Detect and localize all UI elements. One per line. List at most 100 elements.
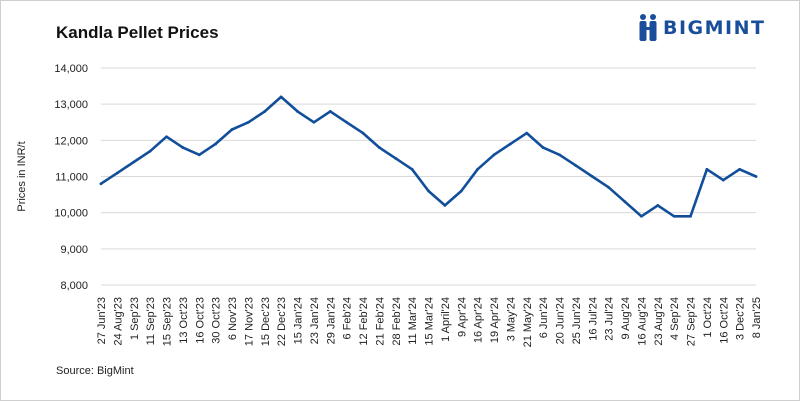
data-point — [705, 167, 709, 171]
data-point — [476, 167, 480, 171]
y-tick-label: 14,000 — [54, 63, 88, 75]
data-point — [623, 200, 627, 204]
x-tick-label: 28 Feb'24 — [391, 297, 403, 346]
x-tick-label: 9 Apr'24 — [456, 297, 468, 337]
x-tick-label: 15 Dec'23 — [260, 297, 272, 346]
data-point — [607, 185, 611, 189]
data-point — [132, 160, 136, 164]
data-point — [328, 110, 332, 113]
x-tick-label: 11 Mar'24 — [407, 297, 419, 345]
bigmint-wordmark: BIGMINT — [663, 17, 766, 39]
gridlines — [101, 67, 756, 286]
x-tick-label: 19 Apr'24 — [489, 297, 501, 343]
series-line — [99, 95, 758, 218]
data-point — [296, 110, 299, 113]
y-tick-label: 11,000 — [55, 172, 88, 184]
x-tick-label: 6 Nov'23 — [227, 297, 239, 340]
data-point — [541, 146, 545, 149]
x-tick-label: 15 Mar'24 — [424, 297, 436, 346]
data-point — [459, 189, 463, 193]
x-tick-label: 3 Dec'24 — [735, 297, 747, 340]
data-point — [377, 146, 381, 149]
x-tick-label: 1 April'24 — [440, 297, 452, 342]
data-point — [197, 153, 201, 157]
data-point — [410, 167, 414, 171]
y-tick-label: 10,000 — [54, 208, 88, 220]
y-axis-label: Prices in INR/t — [16, 141, 28, 211]
data-point — [492, 153, 496, 157]
data-point — [312, 120, 316, 124]
data-point — [427, 189, 430, 193]
x-tick-label: 16 Apr'24 — [473, 297, 485, 343]
x-tick-label: 22 Dec'23 — [276, 297, 288, 346]
x-tick-label: 30 Oct'23 — [211, 297, 223, 344]
x-tick-label: 16 Aug'24 — [636, 297, 648, 346]
x-tick-label: 11 Sep'23 — [145, 297, 157, 345]
data-point — [689, 214, 692, 218]
x-tick-label: 25 Jun'24 — [571, 297, 583, 344]
data-point — [656, 204, 660, 207]
x-tick-label: 6 Feb'24 — [342, 297, 354, 339]
x-tick-label: 16 Jul'24 — [587, 297, 599, 341]
x-tick-label: 24 Aug'23 — [112, 297, 124, 346]
data-point — [99, 182, 103, 186]
data-point — [230, 128, 234, 131]
data-point — [639, 214, 643, 218]
y-tick-label: 12,000 — [54, 135, 88, 147]
data-point — [590, 175, 594, 178]
data-point — [214, 142, 218, 146]
x-tick-label: 6 Jun'24 — [538, 297, 550, 338]
x-tick-label: 9 Aug'24 — [620, 297, 632, 339]
data-point — [508, 142, 512, 146]
x-tick-label: 8 Jan'25 — [751, 297, 763, 338]
data-point — [263, 110, 267, 113]
data-point — [279, 95, 283, 99]
x-tick-label: 16 Oct'24 — [718, 297, 730, 344]
y-tick-label: 8,000 — [60, 280, 88, 292]
x-axis-ticks: 27 Jun'23 24 Aug'23 1 Sep'23 11 Sep'23 15 Se… — [96, 297, 763, 347]
x-tick-label: 12 Feb'24 — [358, 297, 370, 346]
data-point — [525, 131, 529, 135]
data-point — [754, 175, 758, 178]
x-tick-label: 21 May'24 — [522, 297, 534, 347]
x-tick-label: 13 Oct'23 — [178, 297, 190, 344]
bigmint-logo: BIGMINT — [637, 13, 766, 43]
x-tick-label: 15 Sep'23 — [162, 297, 174, 346]
bigmint-logo-icon — [639, 14, 657, 41]
x-tick-label: 29 Jan'24 — [325, 297, 337, 344]
data-point — [443, 204, 447, 207]
data-point — [721, 178, 725, 182]
x-tick-label: 3 May'24 — [505, 297, 517, 341]
x-tick-label: 23 Jan'24 — [309, 297, 321, 344]
y-tick-label: 13,000 — [54, 99, 88, 111]
x-tick-label: 20 Jun'24 — [555, 297, 567, 344]
data-point — [361, 131, 365, 135]
data-point — [574, 164, 578, 168]
x-tick-label: 16 Oct'23 — [194, 297, 206, 344]
x-tick-label: 27 Sep'24 — [686, 297, 698, 346]
x-tick-label: 23 Aug'24 — [653, 297, 665, 346]
x-tick-label: 23 Jul'24 — [604, 297, 616, 341]
data-point — [181, 146, 185, 149]
source-note: Source: BigMint — [56, 365, 134, 377]
y-axis-ticks: 8,000 9,000 10,000 11,000 12,000 13,000 14,000 — [54, 63, 88, 292]
data-point — [394, 157, 398, 160]
x-tick-label: 21 Feb'24 — [374, 297, 386, 346]
data-point — [738, 167, 742, 171]
x-tick-label: 1 Oct'24 — [702, 297, 714, 338]
y-tick-label: 9,000 — [60, 244, 88, 256]
x-tick-label: 1 Sep'23 — [129, 297, 141, 340]
x-tick-label: 27 Jun'23 — [96, 297, 108, 344]
data-point — [115, 171, 119, 175]
x-tick-label: 15 Jan'24 — [293, 297, 305, 344]
x-tick-label: 4 Sep'24 — [669, 297, 681, 340]
data-point — [558, 153, 561, 157]
data-point — [345, 120, 349, 124]
chart-title: Kandla Pellet Prices — [56, 23, 219, 42]
series-line-layer — [99, 95, 758, 218]
x-tick-label: 17 Nov'23 — [243, 297, 255, 346]
data-point — [165, 135, 168, 139]
data-point — [672, 214, 676, 218]
